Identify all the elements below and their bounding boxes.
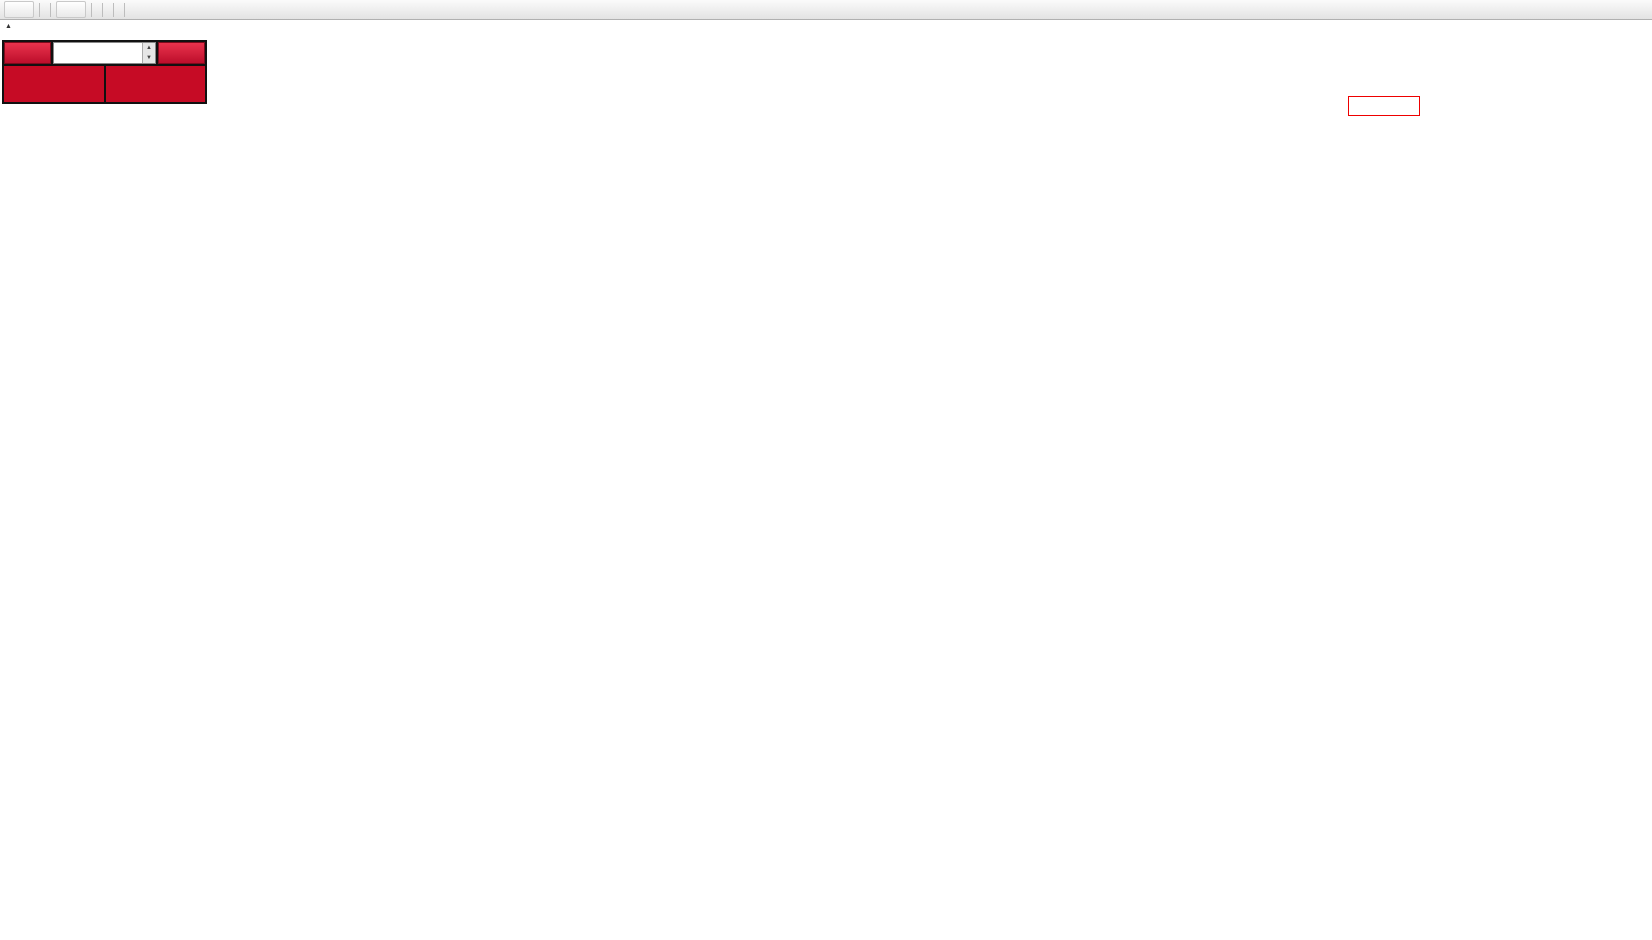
toolbar-separator [91, 2, 92, 17]
buy-button[interactable] [158, 42, 205, 64]
toolbar-separator [113, 2, 114, 17]
toolbar [0, 0, 1652, 20]
sell-button[interactable] [4, 42, 51, 64]
chart-canvas[interactable] [0, 20, 1652, 940]
one-click-trade-widget: ▲ ▼ [2, 40, 207, 104]
toolbar-separator [124, 2, 125, 17]
volume-up-icon[interactable]: ▲ [143, 43, 155, 53]
buy-price[interactable] [105, 66, 205, 102]
new-order-icon [10, 2, 25, 17]
collapse-panel-icon[interactable]: ▲ [5, 23, 12, 30]
price-tag-annotation[interactable] [1348, 96, 1420, 116]
toolbar-separator [39, 2, 40, 17]
chart-ohlc-line: ▲ [5, 23, 16, 30]
new-order-button[interactable] [4, 1, 34, 18]
volume-value[interactable] [54, 43, 142, 63]
toolbar-separator [50, 2, 51, 17]
sell-price[interactable] [4, 66, 104, 102]
volume-stepper[interactable]: ▲ ▼ [53, 42, 156, 64]
volume-down-icon[interactable]: ▼ [143, 53, 155, 63]
toolbar-separator [102, 2, 103, 17]
volume-spin-buttons: ▲ ▼ [142, 43, 155, 63]
autotrading-button[interactable] [56, 1, 86, 18]
chart-region: ▲ ▲ ▼ [0, 20, 1652, 940]
autotrading-play-icon [62, 2, 77, 17]
